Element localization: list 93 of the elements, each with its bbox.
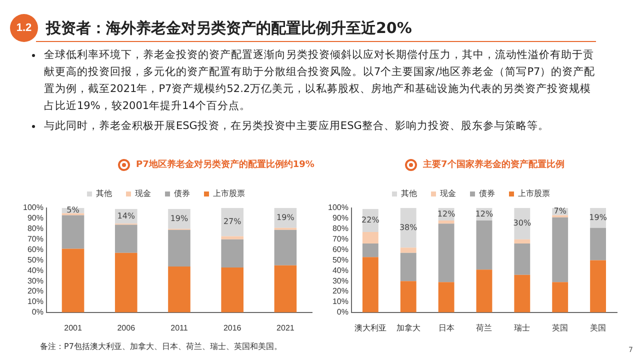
data-label: 12%: [437, 209, 456, 218]
legend-label: 现金: [440, 189, 456, 198]
y-tick-label: 80%: [332, 224, 348, 234]
y-tick-label: 60%: [27, 244, 44, 254]
x-tick-label: 2021: [276, 323, 295, 332]
legend-label: 债券: [174, 189, 190, 198]
y-tick-label: 20%: [27, 286, 44, 296]
y-tick-label: 40%: [332, 266, 348, 275]
y-tick-label: 90%: [27, 214, 44, 223]
bar: [62, 248, 84, 312]
legend-label: 上市股票: [518, 189, 550, 198]
data-label: 38%: [399, 222, 418, 232]
data-label: 5%: [66, 206, 80, 215]
bar: [274, 230, 297, 266]
y-tick-label: 100%: [328, 203, 348, 212]
x-tick-label: 荷兰: [476, 323, 492, 332]
y-tick-label: 10%: [27, 297, 44, 306]
data-label: 22%: [362, 216, 380, 225]
bar: [168, 230, 190, 266]
text: 1.2: [10, 14, 38, 42]
bar: [590, 260, 606, 312]
y-tick-label: 30%: [27, 276, 44, 286]
legend-label: 上市股票: [213, 189, 245, 198]
bar: [400, 252, 416, 282]
bar: [274, 265, 297, 312]
y-tick-label: 70%: [27, 234, 44, 244]
x-tick-label: 2016: [223, 323, 242, 332]
data-label: 7%: [554, 206, 567, 216]
text: 全球低利率环境下，养老金投资的资产配置逐渐向另类投资倾斜以应对长期偿付压力，其中，流动性溢价有助于贡献更高的投资回报，多元化的资产配置有助于分散组合投资风险。以7个主要国家/地区养老金（简写P7）的资产配置为例，截至2021年，P7资产规模约52.2万亿美元，以私募股权、房地产和基础设施为代表的另类资产投资规模占比近19%，较2001年提升14个百分点。: [44, 48, 596, 114]
bar: [114, 252, 138, 312]
x-tick-label: 瑞士: [514, 323, 530, 332]
data-label: 12%: [475, 209, 494, 218]
data-label: 19%: [589, 212, 608, 222]
bar: [590, 228, 606, 260]
bar: [221, 236, 244, 240]
x-tick-label: 2006: [117, 323, 136, 332]
bar: [114, 224, 138, 253]
y-tick-label: 40%: [27, 266, 44, 275]
bar: [438, 224, 454, 282]
bar: [438, 220, 454, 224]
bar: [514, 208, 530, 240]
bar: [476, 220, 492, 270]
y-tick-label: 0%: [32, 308, 44, 317]
data-label: 27%: [223, 217, 242, 226]
data-label: 19%: [170, 214, 189, 224]
text: 备注：P7包括澳大利亚、加拿大、日本、荷兰、瑞士、英国和美国。: [40, 341, 282, 352]
bar: [514, 274, 530, 312]
chart-title: 主要7个国家养老金的资产配置比例: [423, 158, 564, 171]
y-tick-label: 80%: [27, 224, 44, 234]
bar: [438, 282, 454, 312]
bar: [400, 281, 416, 312]
bar: [362, 243, 378, 258]
chart-title: P7地区养老金对另类资产的配置比例约19%: [136, 158, 314, 171]
text: 投资者：海外养老金对另类资产的配置比例升至近20%: [46, 18, 412, 38]
bar: [221, 208, 244, 236]
data-label: 30%: [513, 218, 532, 228]
bar: [400, 248, 416, 253]
y-tick-label: 30%: [332, 276, 348, 286]
text: 与此同时，养老金积极开展ESG投资，在另类投资中主要应用ESG整合、影响力投资、股东参与策略等。: [44, 119, 550, 134]
y-tick-label: 20%: [332, 286, 348, 296]
bar: [552, 217, 568, 282]
data-label: 14%: [117, 211, 136, 220]
legend-label: 现金: [135, 189, 151, 198]
bar: [362, 232, 378, 244]
x-tick-label: 澳大利亚: [354, 323, 386, 332]
bar: [514, 243, 530, 275]
y-tick-label: 0%: [336, 308, 348, 317]
bar: [62, 215, 84, 249]
bar: [552, 282, 568, 312]
bar: [168, 266, 190, 312]
x-tick-label: 2011: [170, 323, 188, 332]
bar: [476, 270, 492, 312]
data-label: 19%: [276, 212, 295, 222]
bar: [221, 268, 244, 312]
y-tick-label: 10%: [332, 297, 348, 306]
y-tick-label: 100%: [22, 203, 44, 212]
bar: [362, 257, 378, 312]
bar: [514, 239, 530, 244]
legend-label: 债券: [479, 189, 495, 198]
bar: [400, 208, 416, 248]
x-tick-label: 加拿大: [396, 323, 420, 332]
legend-label: 其他: [401, 189, 417, 198]
legend-label: 其他: [96, 189, 112, 198]
y-tick-label: 90%: [332, 214, 348, 223]
x-tick-label: 英国: [552, 323, 568, 332]
x-tick-label: 日本: [438, 323, 454, 332]
y-tick-label: 50%: [27, 255, 44, 264]
y-tick-label: 60%: [332, 244, 348, 254]
x-tick-label: 2001: [64, 323, 82, 332]
bar: [221, 239, 244, 268]
y-tick-label: 70%: [332, 234, 348, 244]
x-tick-label: 美国: [590, 323, 606, 332]
y-tick-label: 50%: [332, 255, 348, 264]
